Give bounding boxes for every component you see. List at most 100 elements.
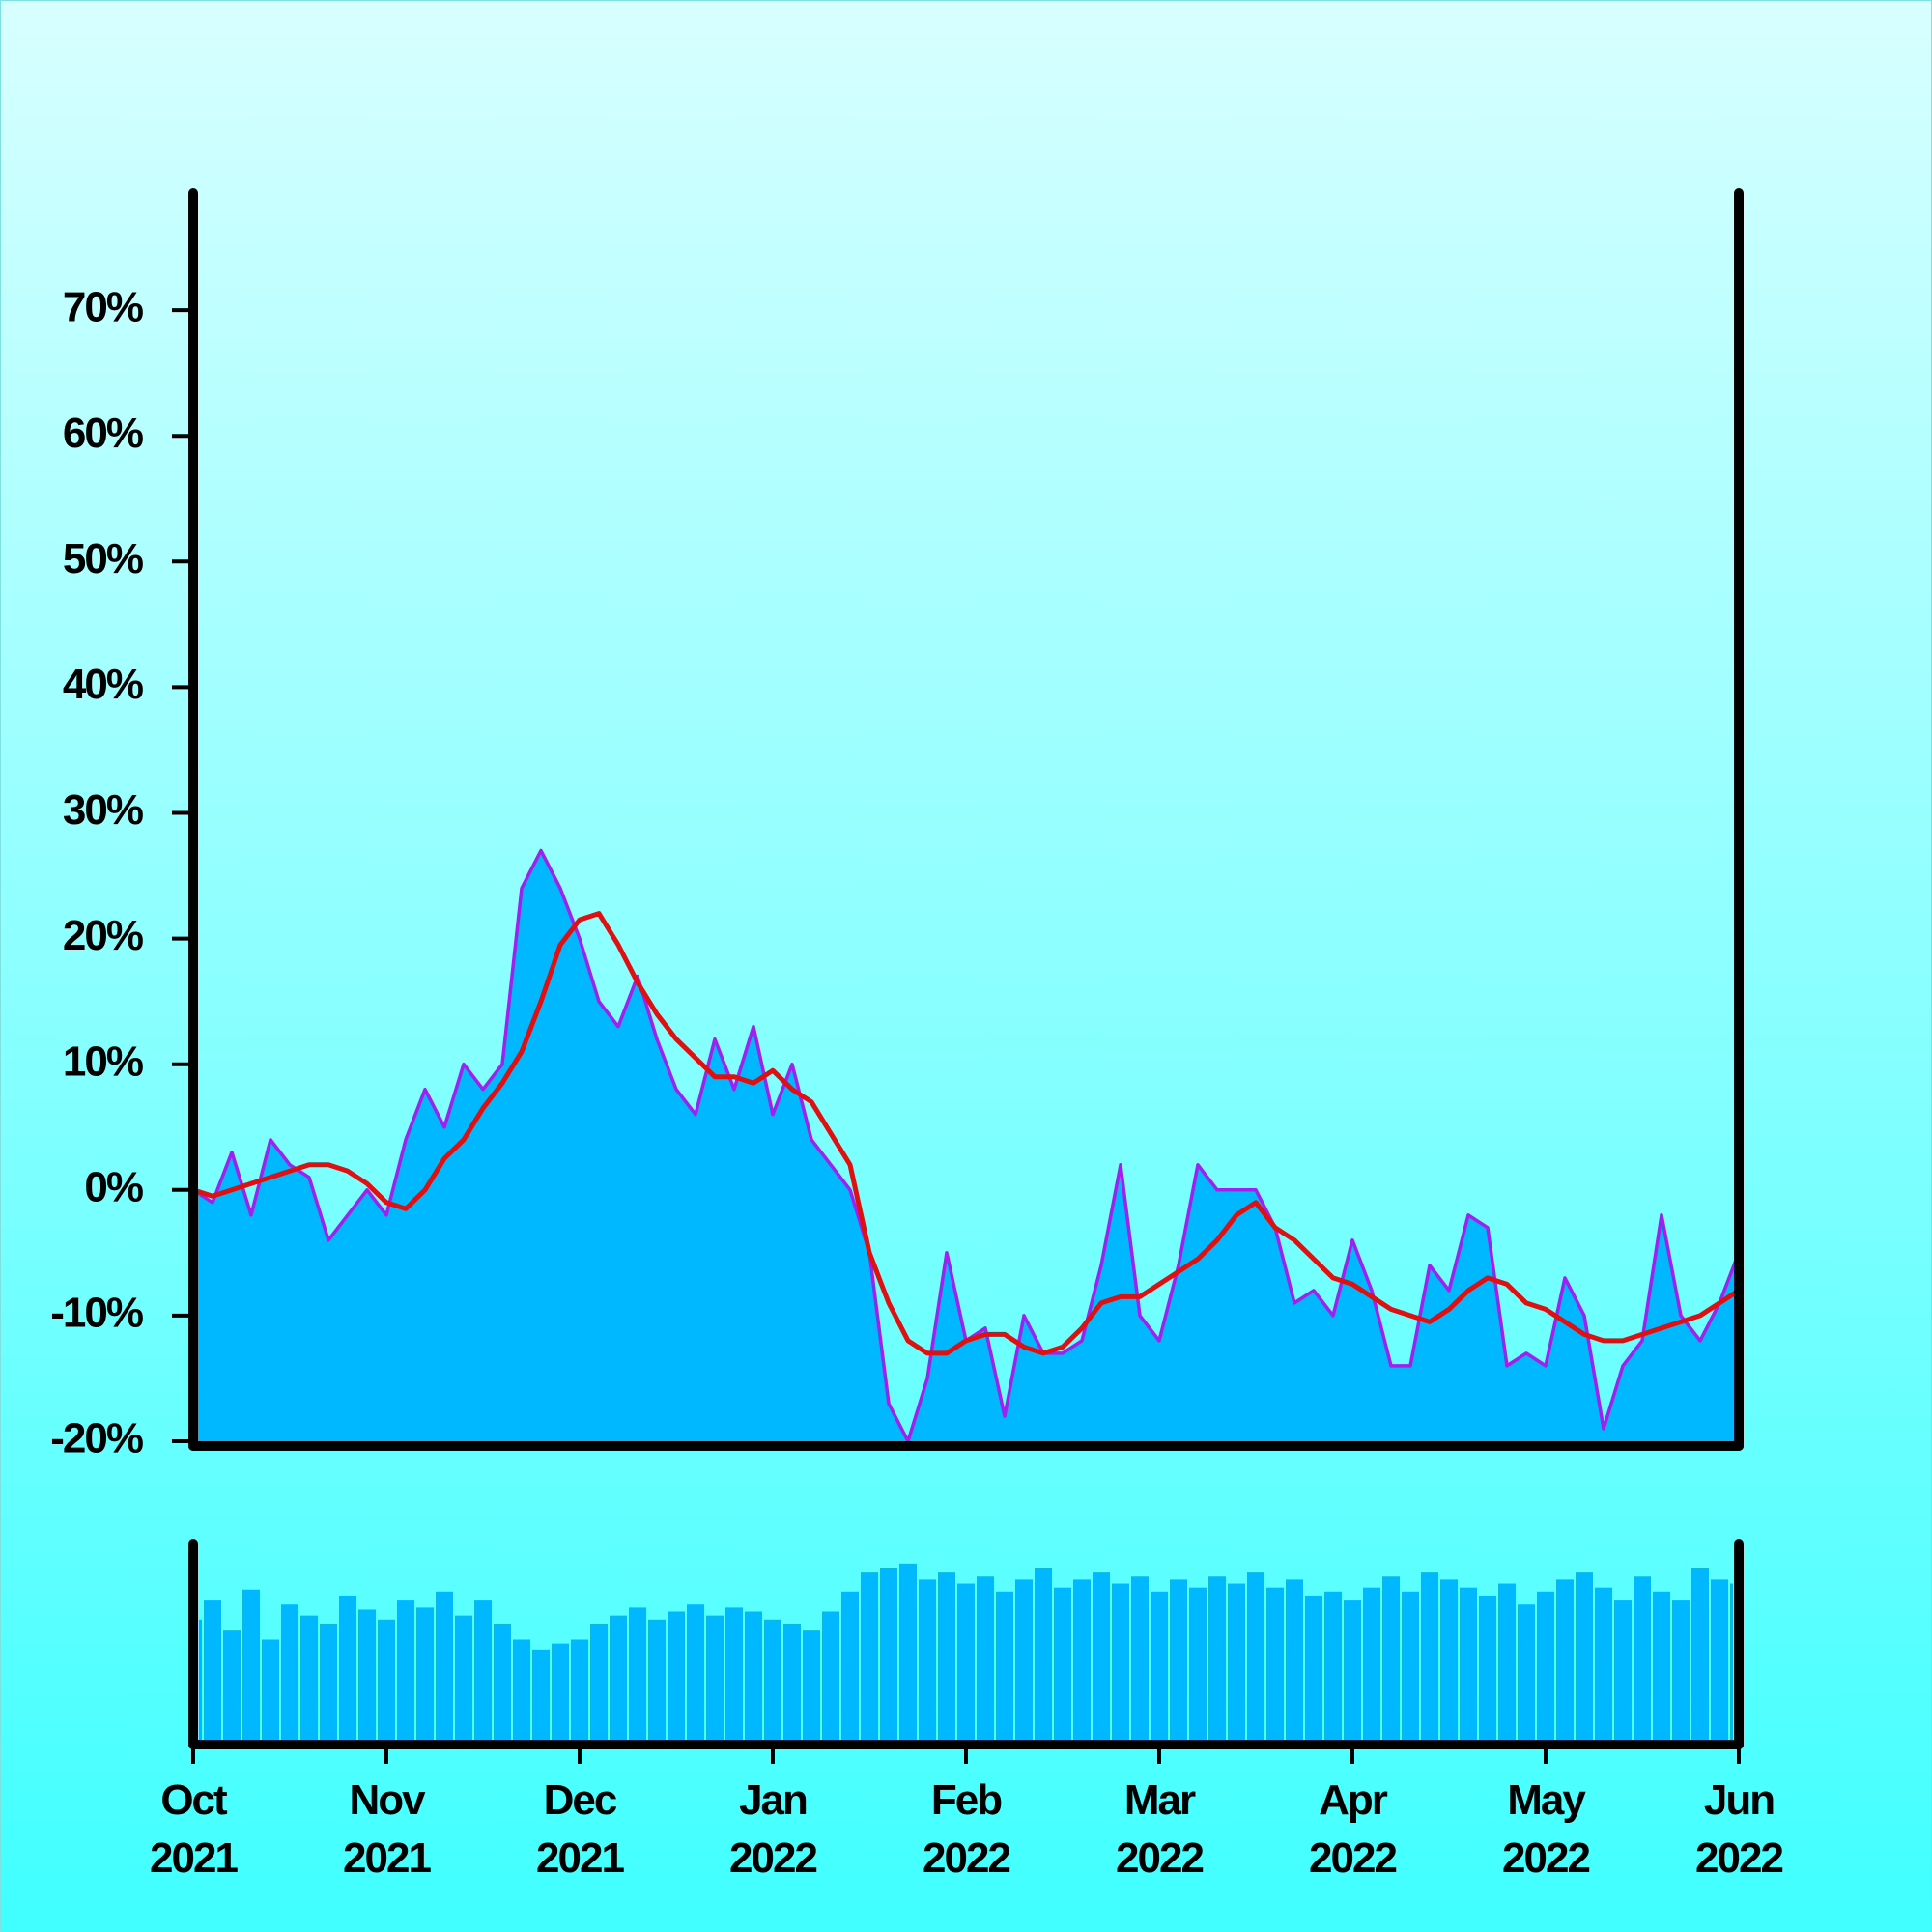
volume-bar [1421,1572,1438,1740]
volume-bar [1363,1587,1380,1740]
volume-bar [1054,1587,1071,1740]
volume-bar [745,1611,762,1740]
volume-bar [455,1615,472,1740]
y-tick-label: 70% [63,284,143,331]
volume-bar [668,1611,685,1740]
volume-bar [957,1583,975,1740]
volume-bar [629,1607,646,1740]
x-tick-label: Jun 2022 [1695,1776,1782,1882]
volume-bar [610,1615,627,1740]
volume-bar [1131,1576,1149,1740]
volume-bar [803,1630,820,1740]
volume-bar [300,1615,318,1740]
plot-area [193,848,1739,1441]
volume-bar [590,1623,608,1740]
volume-bar [841,1591,859,1740]
volume-bar [1324,1591,1342,1740]
volume-bar [1305,1595,1322,1740]
volume-bar [1711,1579,1728,1740]
volume-bar [1344,1600,1361,1740]
volume-bar [1286,1579,1303,1740]
volume-bar [339,1595,356,1740]
x-tick-label: Apr 2022 [1309,1776,1396,1882]
x-tick-label: Nov 2021 [343,1776,431,1882]
volume-bar [1730,1583,1733,1740]
volume-bar [571,1639,588,1740]
x-tick-label: Dec 2021 [536,1776,624,1882]
volume-bar [1440,1579,1458,1740]
volume-bar [494,1623,511,1740]
volume-bar [1537,1591,1554,1740]
volume-bar [320,1623,337,1740]
volume-bar [513,1639,530,1740]
volume-bar [1266,1587,1284,1740]
volume-bar [436,1591,453,1740]
volume-bar [996,1591,1013,1740]
volume-bar [378,1619,395,1740]
volume-bar [1576,1572,1593,1740]
volume-bar [938,1572,955,1740]
volume-bar [1672,1600,1690,1740]
volume-bar [1556,1579,1574,1740]
volume-bar [1634,1576,1651,1740]
volume-bar [1112,1583,1129,1740]
volume-bar [783,1623,801,1740]
volume-bar [1460,1587,1477,1740]
volume-bar [1402,1591,1419,1740]
y-tick-label: 0% [84,1163,142,1210]
y-tick-label: -10% [50,1290,143,1337]
x-tick-label: Oct 2021 [150,1776,238,1882]
volume-bar [919,1579,936,1740]
volume-bar [1208,1576,1226,1740]
volume-bar [1247,1572,1264,1740]
x-tick-label: May 2022 [1502,1776,1589,1882]
volume-bar [880,1567,897,1740]
volume-bar [281,1604,298,1740]
line [193,911,1739,1356]
volume-bar [1170,1579,1187,1740]
volume-bar [1189,1587,1207,1740]
volume-bar [861,1572,878,1740]
volume-bar [416,1607,434,1740]
volume-bar [1073,1579,1091,1740]
y-tick-label: 50% [63,535,143,582]
volume-bar [899,1563,917,1740]
volume-bar [199,1619,202,1740]
volume-bar [1614,1600,1632,1740]
volume-bar [1595,1587,1612,1740]
y-tick-label: -20% [50,1415,143,1463]
y-tick-label: 60% [63,410,143,457]
volume-bar [204,1600,221,1740]
volume-bar [1228,1583,1245,1740]
volume-bar [648,1619,666,1740]
volume-bar [725,1607,743,1740]
volume-bar [358,1609,376,1740]
volume-bar [223,1630,241,1740]
volume-bar [532,1649,550,1740]
y-tick-label: 40% [63,661,143,708]
x-tick-label: Jan 2022 [729,1776,816,1882]
volume-bar [687,1604,704,1740]
volume-bar [1382,1576,1400,1740]
volume-bar [1518,1604,1535,1740]
volume-bar [1498,1583,1516,1740]
volume-bar [1653,1591,1670,1740]
volume-bar [242,1589,260,1740]
x-tick-label: Feb 2022 [923,1776,1009,1882]
volume-bar [1151,1591,1168,1740]
volume-bar [262,1639,279,1740]
volume-bar [1479,1595,1496,1740]
volume-bar [474,1600,492,1740]
volume-bar [977,1576,994,1740]
y-tick-label: 20% [63,912,143,959]
volume-bar [397,1600,414,1740]
volume-bar [706,1615,724,1740]
volume-bar [1093,1572,1110,1740]
y-tick-label: 30% [63,786,143,834]
area [193,850,1739,1441]
volume-bar [764,1619,781,1740]
x-tick-label: Mar 2022 [1116,1776,1203,1882]
volume-bar [552,1643,569,1740]
volume-bar [1691,1567,1709,1740]
